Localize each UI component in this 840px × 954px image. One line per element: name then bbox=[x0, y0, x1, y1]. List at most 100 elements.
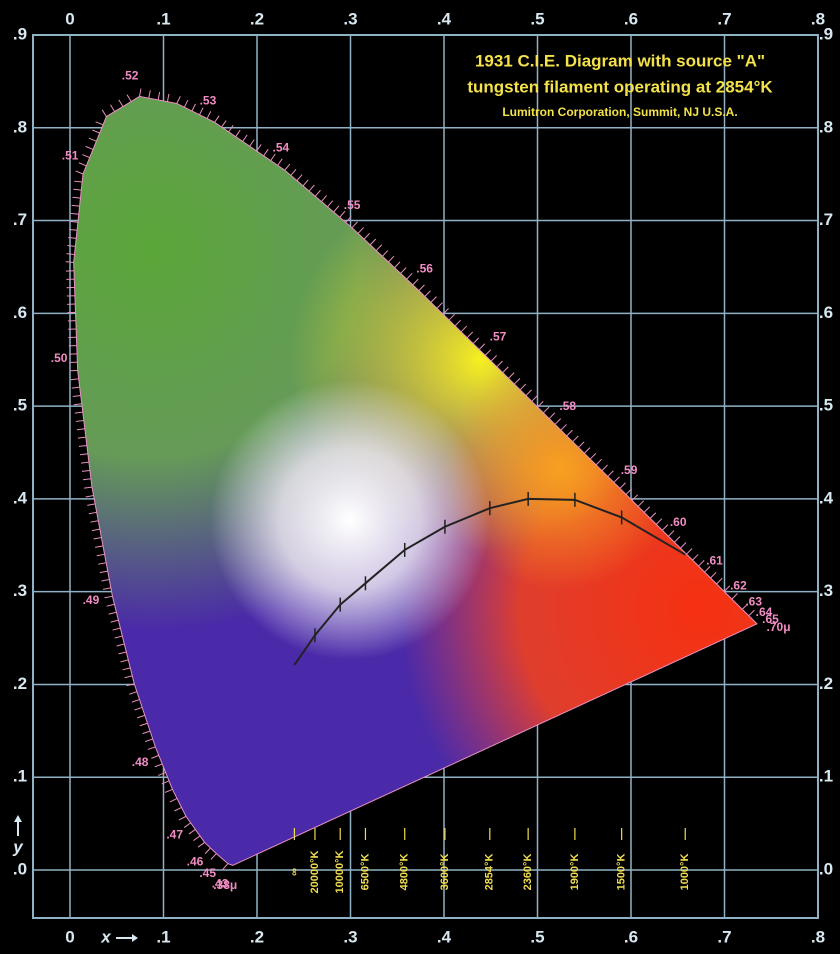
marks: .38μ.43.45.46 .47 .48 .49 .50 .51 .52 .53 .54 .55… bbox=[51, 69, 791, 894]
locus-hatch bbox=[114, 635, 123, 639]
locus-hatch bbox=[74, 180, 83, 183]
locus-hatch bbox=[85, 145, 94, 150]
locus-hatch bbox=[92, 129, 100, 134]
locus-hatch bbox=[131, 699, 140, 703]
locus-hatch bbox=[339, 210, 346, 218]
locus-hatch bbox=[496, 360, 503, 368]
locus-hatch bbox=[73, 403, 82, 406]
locus-hatch bbox=[73, 188, 82, 191]
locus-hatch bbox=[222, 863, 229, 870]
locus-hatch bbox=[525, 389, 532, 396]
wavelength-label: .64 bbox=[756, 605, 773, 619]
y-tick-label: .8 bbox=[13, 117, 27, 136]
locus-hatch bbox=[138, 88, 142, 97]
locus-hatch bbox=[82, 478, 92, 481]
locus-hatch bbox=[67, 245, 76, 247]
locus-hatch bbox=[351, 221, 358, 229]
temperature-label: 10000°K bbox=[334, 850, 346, 893]
locus-hatch bbox=[80, 461, 89, 464]
locus-hatch bbox=[454, 319, 462, 327]
locus-hatch bbox=[716, 577, 723, 585]
locus-hatch bbox=[375, 244, 383, 251]
locus-hatch bbox=[667, 530, 675, 537]
locus-hatch bbox=[290, 168, 297, 176]
locus-hatch bbox=[77, 436, 86, 439]
wavelength-label: .65 bbox=[762, 612, 779, 626]
locus-hatch bbox=[302, 179, 309, 187]
locus-hatch bbox=[430, 296, 437, 303]
locus-hatch bbox=[578, 441, 585, 448]
locus-hatch bbox=[147, 746, 156, 750]
wavelength-label: .70μ bbox=[767, 620, 791, 634]
locus-hatch bbox=[214, 115, 220, 123]
locus-hatch bbox=[75, 170, 84, 175]
locus-hatch bbox=[613, 476, 620, 483]
locus-hatch bbox=[178, 815, 187, 821]
x-tick-label: .4 bbox=[437, 927, 452, 946]
y-tick-label: .4 bbox=[819, 488, 834, 507]
y-tick-label: .3 bbox=[819, 581, 833, 600]
wavelength-label: .43 bbox=[212, 876, 229, 890]
wavelength-label: .46 bbox=[187, 854, 204, 868]
locus-hatch bbox=[607, 470, 614, 477]
locus-hatch bbox=[169, 797, 178, 803]
locus-hatch bbox=[406, 272, 413, 280]
locus-hatch bbox=[436, 302, 443, 309]
wavelength-label: .56 bbox=[416, 262, 433, 276]
locus-hatch bbox=[144, 738, 153, 743]
locus-hatch bbox=[151, 754, 159, 759]
locus-hatch bbox=[191, 103, 196, 112]
locus-hatch bbox=[296, 174, 303, 181]
locus-hatch bbox=[649, 512, 657, 519]
locus-hatch bbox=[88, 511, 97, 515]
locus-hatch bbox=[643, 506, 651, 513]
locus-hatch bbox=[74, 411, 83, 414]
locus-hatch bbox=[87, 503, 96, 506]
wavelength-label: .62 bbox=[730, 578, 747, 592]
locus-hatch bbox=[137, 714, 145, 719]
locus-hatch bbox=[228, 124, 234, 133]
locus-hatch bbox=[108, 611, 117, 615]
locus-hatch bbox=[277, 158, 283, 166]
locus-hatch bbox=[110, 104, 116, 112]
temperature-label: 6500°K bbox=[359, 854, 371, 891]
y-tick-label: .2 bbox=[13, 674, 27, 693]
wavelength-label: .61 bbox=[706, 553, 723, 567]
wavelength-label: .54 bbox=[273, 141, 290, 155]
locus-hatch bbox=[589, 453, 597, 460]
locus-hatch bbox=[442, 308, 449, 315]
locus-hatch bbox=[412, 278, 419, 286]
x-tick-label: 0 bbox=[65, 9, 74, 28]
locus-hatch bbox=[112, 627, 121, 631]
locus-hatch bbox=[81, 469, 90, 472]
x-tick-label: 0 bbox=[65, 927, 74, 946]
locus-hatch bbox=[601, 464, 608, 471]
x-tick-label: .1 bbox=[156, 9, 170, 28]
locus-hatch bbox=[68, 237, 77, 239]
locus-hatch bbox=[478, 343, 486, 350]
temperature-label: 1500°K bbox=[616, 854, 628, 891]
locus-hatch bbox=[210, 853, 217, 860]
temperature-label: 4800°K bbox=[399, 854, 411, 891]
x-tick-label: .3 bbox=[343, 927, 357, 946]
y-tick-label: .5 bbox=[819, 396, 833, 415]
locus-hatch bbox=[174, 806, 182, 812]
wavelength-label: .49 bbox=[83, 593, 100, 607]
locus-hatch bbox=[548, 412, 556, 419]
locus-hatch bbox=[106, 603, 115, 607]
locus-hatch bbox=[88, 137, 97, 142]
x-tick-label: .2 bbox=[250, 927, 264, 946]
locus-hatch bbox=[748, 609, 755, 617]
locus-hatch bbox=[308, 184, 315, 192]
locus-hatch bbox=[70, 212, 79, 215]
locus-hatch bbox=[731, 593, 738, 600]
locus-hatch bbox=[116, 643, 125, 647]
wavelength-label: .51 bbox=[62, 148, 79, 162]
y-arrow-head bbox=[14, 815, 22, 822]
locus-hatch bbox=[102, 587, 111, 590]
locus-hatch bbox=[76, 428, 85, 431]
locus-hatch bbox=[314, 189, 321, 197]
locus-hatch bbox=[680, 542, 687, 549]
locus-hatch bbox=[448, 313, 455, 321]
locus-hatch bbox=[686, 548, 693, 555]
